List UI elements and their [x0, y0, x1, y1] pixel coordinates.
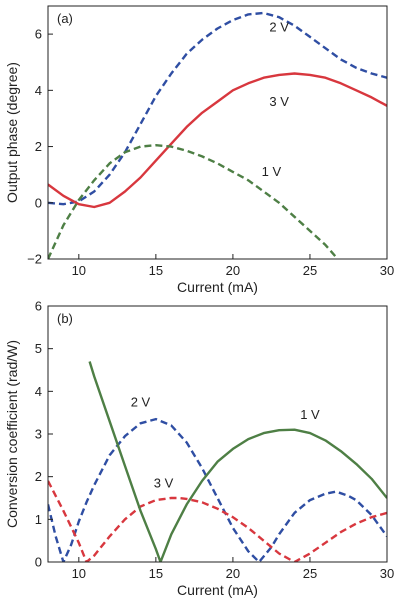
series-label: 1 V [262, 164, 282, 179]
series-label: 2 V [131, 394, 151, 409]
series-line-2v [48, 11, 387, 206]
series-line-3v [48, 480, 387, 562]
y-tick-label: 3 [35, 427, 42, 442]
panel-a: 10 15 20 25 30 −2 0 2 4 6 Current (mA) Output phase… [4, 5, 394, 295]
y-tick-label: 6 [35, 27, 42, 42]
plot-frame [47, 5, 388, 260]
x-tick-label: 10 [72, 566, 86, 581]
x-tick-label: 20 [226, 566, 240, 581]
y-axis-title: Conversion coefficient (rad/W) [4, 340, 20, 528]
series-label: 3 V [269, 94, 289, 109]
series-label: 3 V [154, 475, 174, 490]
x-tick-label: 20 [226, 263, 240, 278]
x-axis-title: Current (mA) [177, 582, 258, 598]
panel-b: 10 15 20 25 30 0 1 2 3 4 5 6 Current (mA) Conversion … [4, 299, 394, 599]
x-axis-title: Current (mA) [177, 279, 258, 295]
y-axis-title: Output phase (degree) [4, 62, 20, 203]
y-tick-label: 4 [35, 83, 42, 98]
x-tick-label: 30 [380, 566, 394, 581]
x-tick-label: 25 [303, 566, 317, 581]
panel-label: (b) [57, 311, 73, 326]
y-tick-label: 6 [35, 299, 42, 314]
series-line-1v [88, 361, 387, 562]
y-tick-label: 0 [35, 555, 42, 570]
plot-frame [47, 305, 388, 563]
series-label: 1 V [300, 407, 320, 422]
series-line-1v [48, 144, 339, 259]
x-tick-label: 15 [149, 263, 163, 278]
x-tick-label: 15 [149, 566, 163, 581]
series-line-2v [48, 417, 387, 562]
series-line-3v [48, 72, 387, 209]
y-tick-label: 0 [35, 195, 42, 210]
y-tick-label: 1 [35, 512, 42, 527]
y-tick-label: 2 [35, 139, 42, 154]
y-tick-label: 2 [35, 469, 42, 484]
x-tick-label: 30 [380, 263, 394, 278]
x-tick-label: 10 [72, 263, 86, 278]
panel-label: (a) [57, 11, 73, 26]
y-tick-label: −2 [27, 252, 42, 267]
y-tick-label: 5 [35, 341, 42, 356]
x-tick-label: 25 [303, 263, 317, 278]
y-tick-label: 4 [35, 384, 42, 399]
series-label: 2 V [269, 19, 289, 34]
